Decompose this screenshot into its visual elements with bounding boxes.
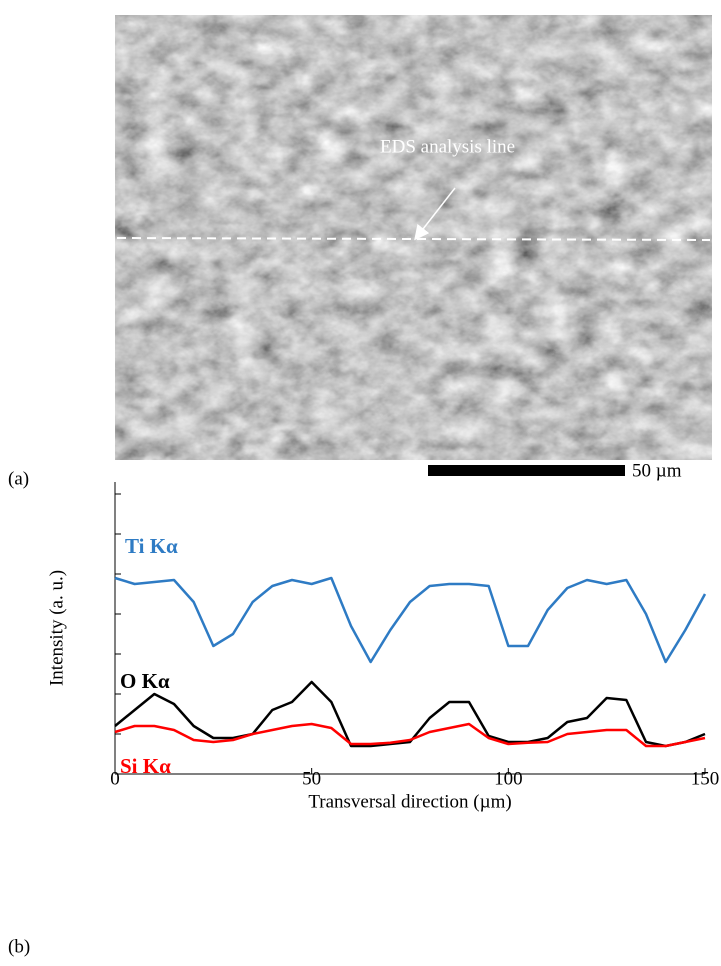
arrow <box>414 187 456 241</box>
sem-texture <box>115 15 712 460</box>
y-axis-label: Intensity (a. u.) <box>46 570 67 686</box>
scale-bar <box>428 465 625 476</box>
x-tick-label: 50 <box>302 768 321 789</box>
x-tick-label: 100 <box>494 768 523 789</box>
panel-label: (a) <box>8 468 29 489</box>
panel-label: (b) <box>8 936 30 957</box>
scale-bar-label: 50 µm <box>632 460 682 481</box>
eds-line <box>116 237 711 241</box>
series-line <box>114 576 707 664</box>
x-axis-label: Transversal direction (µm) <box>308 791 511 812</box>
series-label: Si Kα <box>120 754 171 778</box>
series-line <box>114 722 706 748</box>
series-label: O Kα <box>120 669 170 693</box>
annotation: EDS analysis line <box>380 136 515 157</box>
x-tick-label: 0 <box>110 768 120 789</box>
series-line <box>114 680 706 748</box>
x-tick-label: 150 <box>691 768 720 789</box>
series-label: Ti Kα <box>125 534 178 558</box>
